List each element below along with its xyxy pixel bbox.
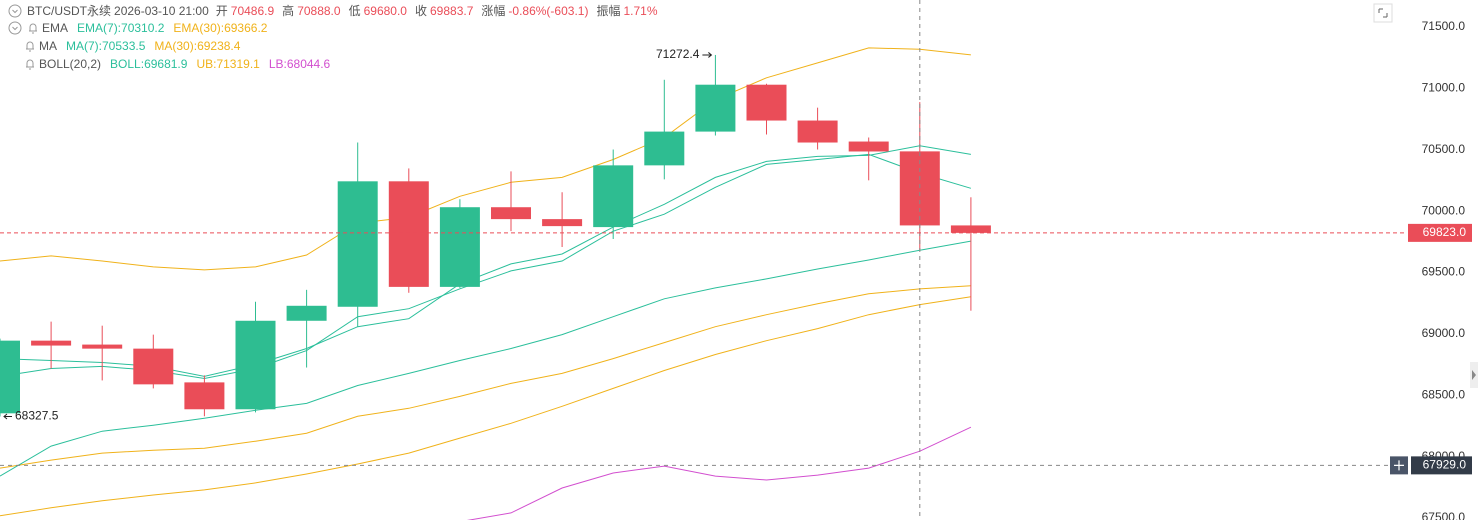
candle-body — [31, 340, 72, 346]
candle-body — [848, 141, 889, 152]
field-value: 69883.7 — [430, 3, 474, 18]
fullscreen-button[interactable] — [1373, 3, 1393, 23]
legend-row: MA MA(7):70533.5 MA(30):69238.4 — [24, 37, 249, 54]
indicator-line — [466, 426, 972, 520]
candle-body — [491, 207, 531, 220]
field-label: 低 — [348, 4, 361, 18]
collapse-button[interactable] — [8, 3, 24, 19]
field-value: -0.86%(-603.1) — [508, 3, 589, 18]
scroll-right-button[interactable] — [1470, 362, 1478, 388]
field-value: 70486.9 — [230, 3, 275, 18]
field-value: 70888.0 — [297, 3, 341, 18]
field-value: 69680.0 — [363, 3, 407, 18]
candle-body — [593, 165, 634, 228]
legend-entry: EMA(7):70310.2 — [77, 20, 165, 35]
legend-entry: BOLL:69681.9 — [110, 56, 188, 71]
candle-body — [388, 181, 429, 287]
field-label: 涨幅 — [481, 4, 506, 18]
candle-body — [0, 340, 20, 414]
field-value: 1.71% — [623, 3, 658, 18]
legend-entry: MA(7):70533.5 — [66, 38, 146, 53]
field-label: 收 — [414, 4, 427, 18]
y-tick-label: 70500.0 — [1422, 142, 1466, 156]
alert-icon[interactable] — [27, 21, 39, 35]
y-tick-label: 69000.0 — [1422, 326, 1466, 340]
field-label: 振幅 — [596, 4, 621, 18]
low-annotation: 68327.5 — [15, 409, 59, 423]
symbol: BTC/USDT永续 — [27, 4, 112, 18]
collapse-button[interactable] — [8, 20, 24, 36]
legend-group: MA — [39, 38, 57, 53]
y-tick-label: 70000.0 — [1422, 203, 1466, 217]
y-tick-label: 68500.0 — [1422, 387, 1466, 401]
candle-body — [82, 344, 123, 349]
field-label: 开 — [215, 4, 228, 18]
high-annotation: 71272.4 — [656, 47, 700, 61]
y-tick-label: 71000.0 — [1422, 81, 1466, 95]
legend-group: BOLL(20,2) — [39, 56, 102, 71]
candle-body — [695, 84, 736, 132]
legend-group: EMA — [42, 20, 69, 35]
field-label: 高 — [282, 4, 295, 18]
indicator-line — [0, 240, 971, 477]
y-tick-label: 69500.0 — [1422, 265, 1466, 279]
candle-body — [286, 305, 327, 321]
legend-row: BOLL(20,2) BOLL:69681.9 UB:71319.1 LB:68044… — [24, 55, 339, 72]
legend-entry: UB:71319.1 — [196, 56, 260, 71]
candle-body — [133, 348, 174, 385]
add-button-plus — [1394, 460, 1404, 471]
legend-entry: LB:68044.6 — [268, 56, 331, 71]
candle-body — [337, 181, 378, 307]
add-alert-button[interactable] — [1390, 456, 1408, 475]
crosshair-tag — [1411, 456, 1472, 475]
plot-area: 71272.4 68327.5 — [0, 47, 991, 520]
last-price-tag — [1408, 223, 1472, 242]
candle-body — [184, 382, 225, 410]
candle-body — [797, 120, 838, 143]
legend-entry: MA(30):69238.4 — [154, 38, 241, 53]
indicator-line — [0, 296, 971, 517]
indicator-line — [0, 285, 971, 469]
y-tick-label: 71500.0 — [1422, 19, 1466, 33]
crosshair-label: 67929.0 — [1423, 458, 1467, 472]
candle-body — [235, 320, 276, 410]
indicator-line — [0, 145, 971, 377]
candle-body — [542, 219, 583, 227]
annotation-arrow — [3, 413, 12, 420]
legend-entry: EMA(30):69366.2 — [173, 20, 268, 35]
price-axis: 67500.068000.068500.069000.069500.070000… — [1422, 19, 1466, 520]
alert-icon[interactable] — [24, 39, 36, 53]
candle-body — [439, 207, 480, 287]
last-price-label: 69823.0 — [1423, 225, 1467, 239]
candle-body — [746, 84, 787, 121]
annotation-arrow — [702, 52, 713, 58]
alert-icon[interactable] — [24, 57, 36, 71]
time: 2026-03-10 21:00 — [114, 3, 209, 18]
indicator-line — [0, 47, 971, 271]
y-tick-label: 67500.0 — [1422, 510, 1466, 520]
candle-body — [644, 131, 685, 166]
ohlc-row: BTC/USDT永续 2026-03-10 21:00 开 70486.9 高 708… — [8, 2, 666, 19]
candle-body — [950, 225, 991, 233]
legend-row: EMA EMA(7):70310.2 EMA(30):69366.2 — [8, 19, 276, 36]
